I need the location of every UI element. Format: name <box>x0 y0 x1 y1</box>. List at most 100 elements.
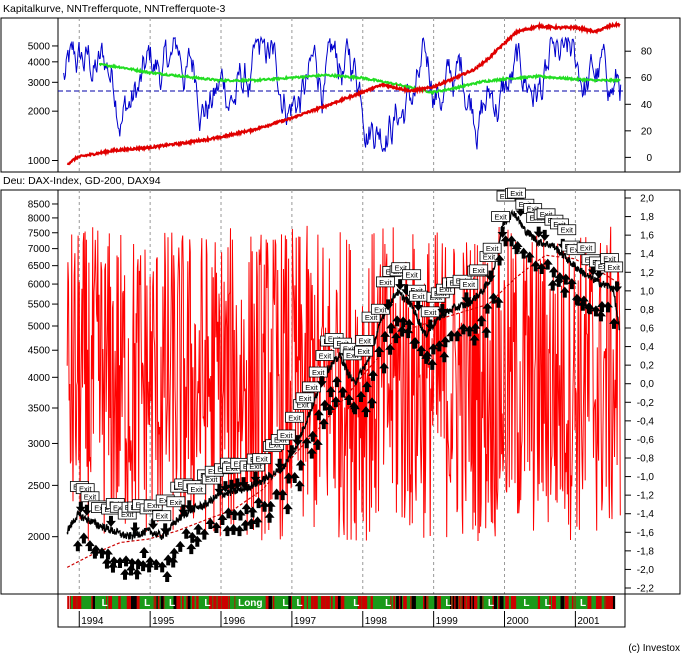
bottom-left-tick-label: 6500 <box>28 261 51 272</box>
signal-band-segment <box>461 596 464 609</box>
buy-arrow-icon <box>416 345 427 357</box>
signal-band-segment <box>157 596 160 609</box>
top-left-tick-label: 5000 <box>28 41 51 52</box>
exit-label-text: Exit <box>603 255 616 264</box>
buy-arrow-icon <box>259 500 270 512</box>
sell-arrow-icon <box>461 292 472 304</box>
buy-arrow-icon <box>78 532 89 544</box>
buy-arrow-icon <box>175 540 186 552</box>
signal-band-label: L <box>545 598 551 609</box>
sell-arrow-icon <box>226 479 237 491</box>
signal-band-label: L <box>385 598 391 609</box>
bottom-left-tick-label: 2000 <box>28 532 51 543</box>
exit-label-box <box>152 510 172 522</box>
sell-arrow-icon <box>593 267 604 279</box>
exit-label: Exit <box>604 261 624 273</box>
buy-arrow-icon <box>294 480 305 492</box>
signal-band-segment <box>313 596 318 609</box>
signal-band-segment <box>396 596 401 609</box>
exit-label-box <box>370 303 390 315</box>
bottom-right-tick-label: -2,0 <box>637 565 655 576</box>
signal-band-segment <box>131 596 135 609</box>
signal-band-segment <box>311 596 314 609</box>
exit-label: Exit <box>370 303 390 315</box>
buy-arrow-icon <box>277 489 288 501</box>
bottom-right-tick-label: -1,8 <box>637 546 655 557</box>
signal-band-segment <box>118 596 121 609</box>
bottom-left-tick-label: 8000 <box>28 213 51 224</box>
signal-band-segment <box>155 596 157 609</box>
signal-band-segment <box>364 596 368 609</box>
signal-band-segment <box>549 596 551 609</box>
bottom-grid <box>78 190 576 594</box>
buy-arrow-icon <box>422 350 433 362</box>
buy-arrow-icon <box>145 556 156 568</box>
signal-band-segment <box>225 596 228 609</box>
buy-arrow-icon <box>458 323 469 335</box>
signal-band-segment <box>223 596 225 609</box>
copyright: (c) Investox <box>628 643 680 654</box>
signal-band-segment <box>288 596 291 609</box>
exit-label: Exit <box>187 483 207 495</box>
sell-arrow-icon <box>425 319 436 331</box>
exit-label-text: Exit <box>540 210 553 219</box>
bottom-left-tick-label: 5500 <box>28 300 51 311</box>
buy-arrow-icon <box>385 343 396 355</box>
signal-band-segment <box>213 596 217 609</box>
bottom-right-tick-label: 1,8 <box>640 212 654 223</box>
exit-label-box <box>308 366 328 378</box>
signal-band-segment <box>403 596 406 609</box>
sell-arrow-icon <box>81 504 92 516</box>
exit-label-box <box>507 187 526 199</box>
signal-band-segment <box>301 596 305 609</box>
signal-band-segment <box>587 596 592 609</box>
signal-band-segment <box>362 596 365 609</box>
sell-arrow-icon <box>587 264 598 276</box>
buy-arrow-icon <box>446 330 457 342</box>
signal-band-segment <box>220 596 222 609</box>
top-left-tick-label: 2000 <box>28 107 51 118</box>
signal-band-label-bg <box>235 596 266 609</box>
buy-arrow-icon <box>439 351 450 363</box>
exit-label: Exit <box>491 211 510 222</box>
series-nntrefferquote-3 <box>99 62 621 96</box>
buy-arrow-icon <box>596 301 607 313</box>
bottom-right-axis: -2,2 -2,0 -1,8 -1,6 -1,4 -1,2 -1,0 -0,8 -0,6 -0,4… <box>625 194 654 595</box>
exit-label-box <box>302 381 321 393</box>
exit-label-box <box>469 264 489 276</box>
signal-band-label: L <box>102 598 108 609</box>
buy-arrow-icon <box>90 544 101 556</box>
buy-arrow-icon <box>469 334 480 346</box>
buy-arrow-icon <box>379 362 390 374</box>
sell-arrow-icon <box>539 229 550 241</box>
signal-band-segment <box>604 596 606 609</box>
exit-label: Exit <box>355 335 375 346</box>
x-tick-label: 2001 <box>577 616 600 627</box>
signal-band-label: L <box>282 598 288 609</box>
exit-label-text: Exit <box>312 368 325 377</box>
signal-band-segment <box>326 596 330 609</box>
signal-band-segment <box>492 596 496 609</box>
signal-band-segment <box>187 596 191 609</box>
signal-band-label: Long <box>238 598 262 609</box>
series-dax94 <box>66 225 621 542</box>
exit-label-text: Exit <box>296 401 309 410</box>
bottom-right-tick-label: 0,0 <box>640 379 654 390</box>
exit-label-text: Exit <box>159 496 172 505</box>
top-right-tick-label: 20 <box>641 126 653 137</box>
exit-label: Exit <box>152 510 172 522</box>
exit-label-box <box>391 262 411 274</box>
buy-arrow-icon <box>252 516 263 528</box>
signal-band-segment <box>208 596 213 609</box>
signal-band-segment <box>608 596 611 609</box>
bottom-right-tick-label: -0,2 <box>637 398 655 409</box>
bottom-left-tick-label: 2500 <box>28 481 51 492</box>
buy-arrow-icon <box>313 409 324 421</box>
buy-arrow-icon <box>192 535 203 547</box>
signal-band-segment <box>499 596 504 609</box>
bottom-right-tick-label: 1,4 <box>640 249 654 260</box>
signal-band-segment <box>571 596 574 609</box>
signal-band-segment <box>451 596 453 609</box>
exit-label: Exit <box>295 392 315 404</box>
buy-arrow-icon <box>602 301 613 313</box>
